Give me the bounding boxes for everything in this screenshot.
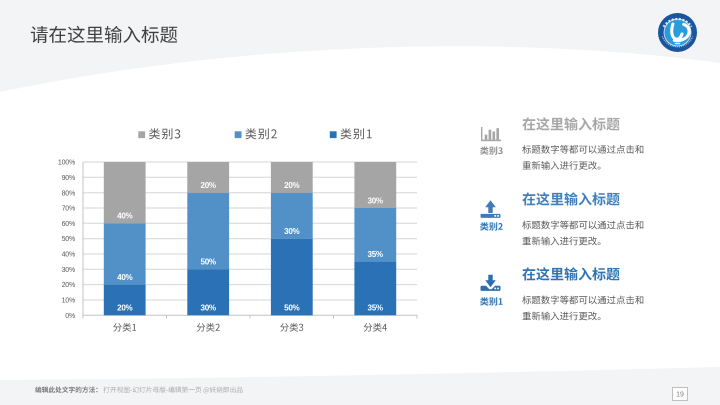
svg-text:0%: 0% <box>65 313 75 320</box>
svg-text:70%: 70% <box>62 206 75 213</box>
svg-text:40%: 40% <box>117 273 132 282</box>
svg-text:40%: 40% <box>62 252 75 259</box>
svg-text:50%: 50% <box>284 304 299 313</box>
svg-text:35%: 35% <box>368 304 383 313</box>
svg-text:30%: 30% <box>368 196 383 205</box>
svg-text:50%: 50% <box>201 258 216 267</box>
svg-text:30%: 30% <box>284 227 299 236</box>
svg-text:60%: 60% <box>62 221 75 228</box>
svg-text:50%: 50% <box>62 236 75 243</box>
svg-text:20%: 20% <box>117 304 132 313</box>
svg-text:20%: 20% <box>284 181 299 190</box>
svg-text:90%: 90% <box>62 175 75 182</box>
svg-text:30%: 30% <box>201 304 216 313</box>
svg-text:19: 19 <box>676 392 684 399</box>
svg-text:30%: 30% <box>62 267 75 274</box>
svg-text:100%: 100% <box>58 160 75 167</box>
svg-text:80%: 80% <box>62 190 75 197</box>
svg-text:10%: 10% <box>62 298 75 305</box>
svg-text:40%: 40% <box>117 212 132 221</box>
svg-text:20%: 20% <box>62 282 75 289</box>
svg-text:35%: 35% <box>368 250 383 259</box>
svg-text:20%: 20% <box>201 181 216 190</box>
